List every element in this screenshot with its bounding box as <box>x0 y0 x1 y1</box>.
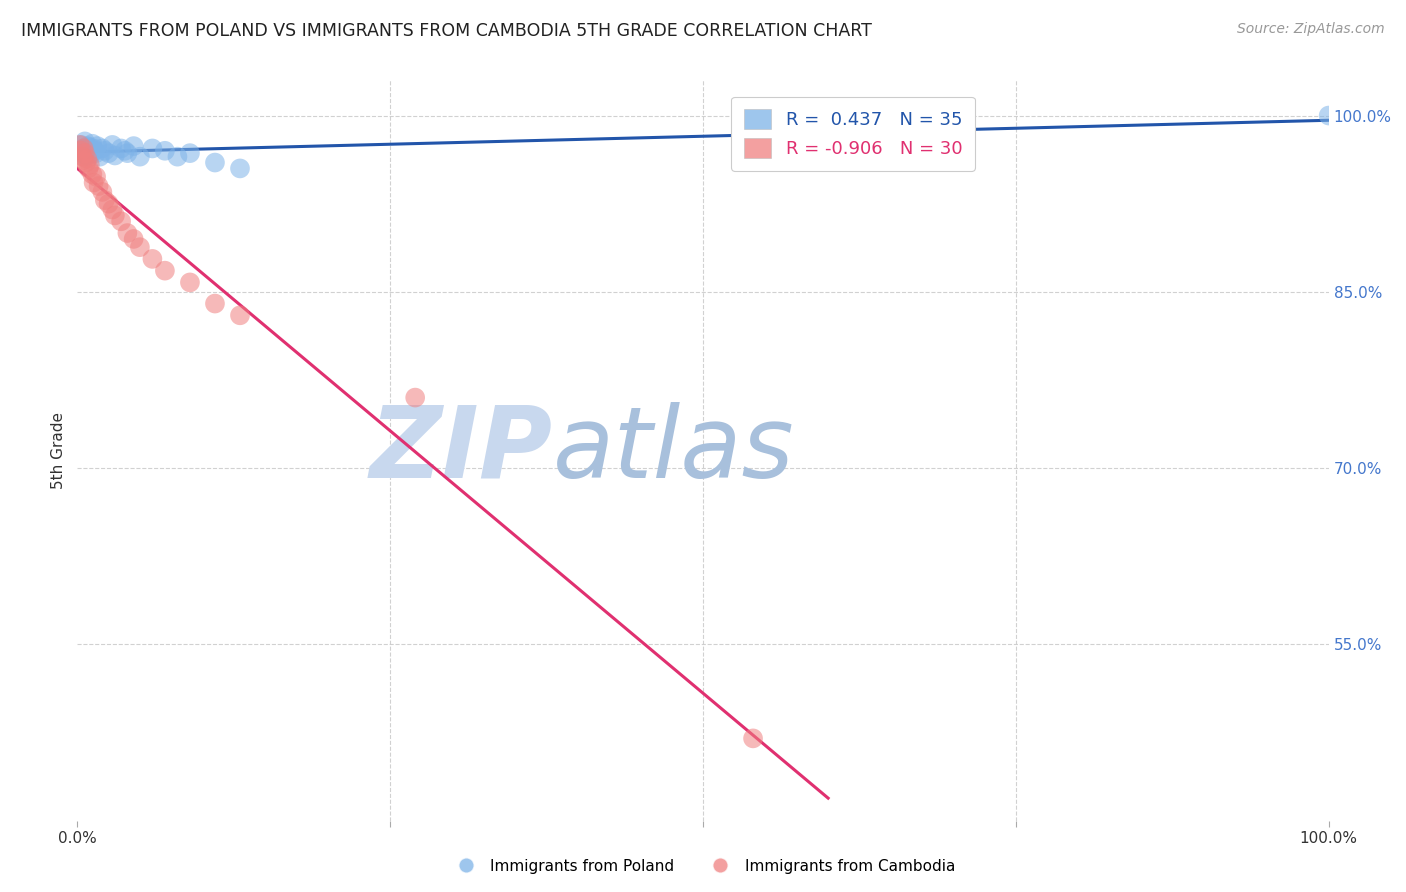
Point <box>229 161 252 176</box>
Y-axis label: 5th Grade: 5th Grade <box>51 412 66 489</box>
Point <box>110 214 132 228</box>
Point <box>79 140 101 154</box>
Point <box>83 144 105 158</box>
Point <box>75 148 97 162</box>
Point <box>77 161 100 176</box>
Point <box>229 308 252 322</box>
Point <box>122 232 145 246</box>
Point <box>117 226 139 240</box>
Point <box>87 179 110 194</box>
Point <box>83 176 105 190</box>
Legend: R =  0.437   N = 35, R = -0.906   N = 30: R = 0.437 N = 35, R = -0.906 N = 30 <box>731 96 974 170</box>
Point <box>404 391 426 405</box>
Point <box>80 147 103 161</box>
Point <box>110 141 132 155</box>
Point <box>72 150 94 164</box>
Point <box>129 150 152 164</box>
Point <box>97 146 120 161</box>
Point <box>73 135 96 149</box>
Point <box>94 144 117 158</box>
Point <box>72 141 94 155</box>
Point <box>76 152 98 166</box>
Point <box>83 141 105 155</box>
Point <box>117 146 139 161</box>
Text: atlas: atlas <box>553 402 794 499</box>
Point <box>86 139 108 153</box>
Point <box>129 240 152 254</box>
Point <box>179 276 201 290</box>
Point <box>72 141 94 155</box>
Point <box>122 139 145 153</box>
Legend: Immigrants from Poland, Immigrants from Cambodia: Immigrants from Poland, Immigrants from … <box>444 853 962 880</box>
Point <box>204 155 226 169</box>
Point <box>82 167 104 181</box>
Point <box>166 150 188 164</box>
Point <box>153 263 176 277</box>
Point <box>94 193 117 207</box>
Point <box>179 146 201 161</box>
Text: IMMIGRANTS FROM POLAND VS IMMIGRANTS FROM CAMBODIA 5TH GRADE CORRELATION CHART: IMMIGRANTS FROM POLAND VS IMMIGRANTS FRO… <box>21 22 872 40</box>
Point <box>141 141 163 155</box>
Point <box>75 143 97 157</box>
Point <box>72 146 94 161</box>
Point <box>72 150 94 164</box>
Point <box>204 296 226 310</box>
Point <box>70 137 93 152</box>
Point <box>104 209 127 223</box>
Point <box>1317 109 1340 123</box>
Point <box>91 141 114 155</box>
Point <box>114 144 136 158</box>
Point <box>101 202 124 217</box>
Point <box>84 169 107 184</box>
Point <box>89 150 111 164</box>
Point <box>73 146 96 161</box>
Text: Source: ZipAtlas.com: Source: ZipAtlas.com <box>1237 22 1385 37</box>
Point <box>72 153 94 168</box>
Point <box>153 144 176 158</box>
Point <box>97 196 120 211</box>
Point <box>69 137 91 152</box>
Point <box>76 139 98 153</box>
Point <box>77 145 100 159</box>
Point <box>141 252 163 266</box>
Point <box>69 144 91 158</box>
Point <box>91 185 114 199</box>
Point <box>104 148 127 162</box>
Point <box>101 137 124 152</box>
Text: ZIP: ZIP <box>370 402 553 499</box>
Point <box>82 136 104 151</box>
Point <box>79 158 101 172</box>
Point <box>70 144 93 158</box>
Point <box>742 731 765 746</box>
Point <box>75 155 97 169</box>
Point <box>84 146 107 161</box>
